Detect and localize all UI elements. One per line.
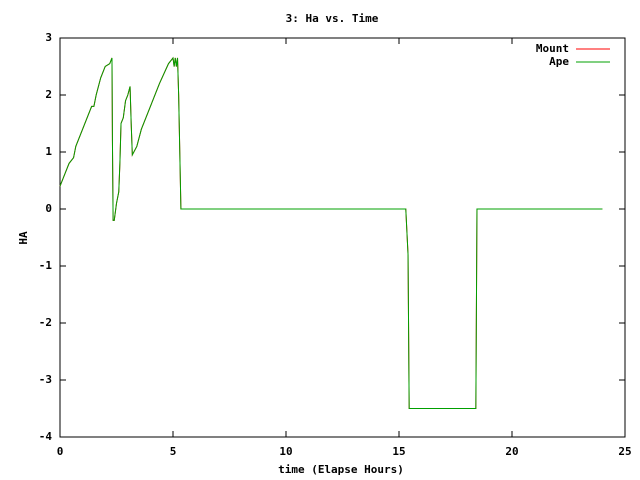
y-tick-label: -3 — [39, 373, 52, 386]
y-tick-label: -1 — [39, 259, 53, 272]
x-tick-label: 10 — [279, 445, 292, 458]
chart-title: 3: Ha vs. Time — [286, 12, 379, 25]
x-tick-label: 5 — [170, 445, 177, 458]
y-tick-label: 1 — [45, 145, 52, 158]
plot-frame — [59, 37, 626, 438]
legend-label: Ape — [549, 55, 569, 68]
y-tick-label: 0 — [45, 202, 52, 215]
y-tick-label: 2 — [45, 88, 52, 101]
y-axis-label: HA — [17, 231, 30, 245]
y-tick-label: -4 — [39, 430, 53, 443]
series-line — [59, 56, 603, 409]
legend-label: Mount — [536, 42, 569, 55]
x-axis-label: time (Elapse Hours) — [278, 463, 404, 476]
y-tick-label: -2 — [39, 316, 52, 329]
x-tick-label: 25 — [618, 445, 631, 458]
x-tick-label: 0 — [57, 445, 64, 458]
series-line — [59, 56, 603, 409]
y-tick-label: 3 — [45, 31, 52, 44]
x-tick-label: 15 — [392, 445, 405, 458]
x-tick-label: 20 — [505, 445, 518, 458]
